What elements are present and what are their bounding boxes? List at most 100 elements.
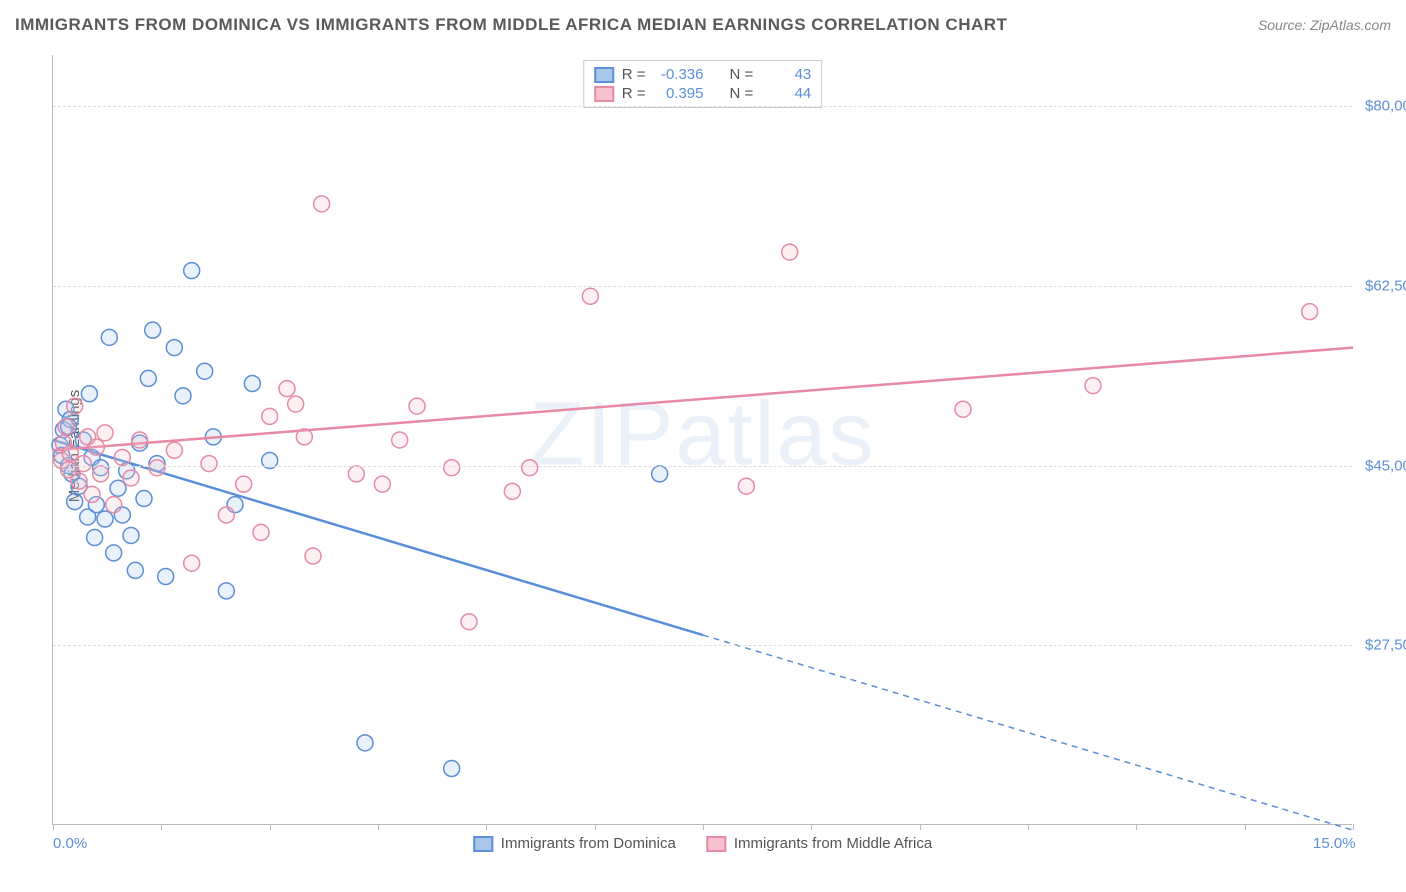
bl-item-0: Immigrants from Dominica xyxy=(473,835,676,852)
point-middle_africa xyxy=(253,524,269,540)
point-middle_africa xyxy=(444,460,460,476)
point-middle_africa xyxy=(305,548,321,564)
point-middle_africa xyxy=(75,456,91,472)
point-dominica xyxy=(184,263,200,279)
gridline-h xyxy=(53,286,1352,287)
point-dominica xyxy=(166,340,182,356)
x-tick xyxy=(1353,824,1354,830)
source-label: Source: ZipAtlas.com xyxy=(1258,17,1391,33)
point-middle_africa xyxy=(522,460,538,476)
x-tick xyxy=(595,824,596,830)
point-middle_africa xyxy=(314,196,330,212)
correlation-legend: R = -0.336 N = 43 R = 0.395 N = 44 xyxy=(583,60,823,108)
y-tick-label: $80,000 xyxy=(1357,98,1406,115)
point-dominica xyxy=(67,494,83,510)
point-middle_africa xyxy=(409,398,425,414)
x-tick xyxy=(703,824,704,830)
point-dominica xyxy=(158,569,174,585)
x-tick-label: 0.0% xyxy=(53,835,87,852)
x-tick xyxy=(161,824,162,830)
trend-line-dash-dominica xyxy=(703,635,1353,830)
point-middle_africa xyxy=(218,507,234,523)
point-dominica xyxy=(244,376,260,392)
point-dominica xyxy=(357,735,373,751)
point-middle_africa xyxy=(236,476,252,492)
point-dominica xyxy=(136,491,152,507)
point-middle_africa xyxy=(201,456,217,472)
point-dominica xyxy=(145,322,161,338)
point-dominica xyxy=(97,511,113,527)
y-tick-label: $62,500 xyxy=(1357,278,1406,295)
point-middle_africa xyxy=(374,476,390,492)
title-bar: IMMIGRANTS FROM DOMINICA VS IMMIGRANTS F… xyxy=(15,15,1391,35)
point-middle_africa xyxy=(782,244,798,260)
point-middle_africa xyxy=(392,432,408,448)
point-middle_africa xyxy=(166,442,182,458)
point-middle_africa xyxy=(106,497,122,513)
point-dominica xyxy=(123,527,139,543)
point-middle_africa xyxy=(1085,378,1101,394)
chart-svg xyxy=(53,55,1352,824)
swatch-1 xyxy=(594,86,614,102)
point-dominica xyxy=(106,545,122,561)
point-middle_africa xyxy=(149,460,165,476)
n-label-0: N = xyxy=(730,66,754,83)
point-dominica xyxy=(140,370,156,386)
bl-label-1: Immigrants from Middle Africa xyxy=(734,835,932,852)
gridline-h xyxy=(53,645,1352,646)
y-tick-label: $45,000 xyxy=(1357,457,1406,474)
point-middle_africa xyxy=(279,381,295,397)
corr-row-0: R = -0.336 N = 43 xyxy=(594,65,812,84)
x-tick xyxy=(920,824,921,830)
x-tick xyxy=(486,824,487,830)
bl-swatch-0 xyxy=(473,836,493,852)
point-middle_africa xyxy=(1302,304,1318,320)
point-dominica xyxy=(81,386,97,402)
x-tick xyxy=(270,824,271,830)
point-dominica xyxy=(127,562,143,578)
point-middle_africa xyxy=(738,478,754,494)
point-middle_africa xyxy=(132,432,148,448)
corr-row-1: R = 0.395 N = 44 xyxy=(594,84,812,103)
point-dominica xyxy=(652,466,668,482)
x-tick xyxy=(378,824,379,830)
point-middle_africa xyxy=(67,398,83,414)
point-middle_africa xyxy=(114,449,130,465)
n-value-0: 43 xyxy=(761,66,811,83)
gridline-h xyxy=(53,106,1352,107)
bottom-legend: Immigrants from Dominica Immigrants from… xyxy=(473,835,932,852)
point-middle_africa xyxy=(123,470,139,486)
bl-label-0: Immigrants from Dominica xyxy=(501,835,676,852)
point-middle_africa xyxy=(955,401,971,417)
point-middle_africa xyxy=(348,466,364,482)
x-tick-label: 15.0% xyxy=(1313,835,1356,852)
point-middle_africa xyxy=(93,466,109,482)
bl-item-1: Immigrants from Middle Africa xyxy=(706,835,932,852)
r-label-1: R = xyxy=(622,85,646,102)
x-tick xyxy=(1245,824,1246,830)
x-tick xyxy=(811,824,812,830)
point-middle_africa xyxy=(84,486,100,502)
point-dominica xyxy=(101,329,117,345)
n-value-1: 44 xyxy=(761,85,811,102)
point-middle_africa xyxy=(184,555,200,571)
point-middle_africa xyxy=(88,439,104,455)
gridline-h xyxy=(53,466,1352,467)
x-tick xyxy=(1136,824,1137,830)
x-tick xyxy=(53,824,54,830)
point-middle_africa xyxy=(582,288,598,304)
y-tick-label: $27,500 xyxy=(1357,637,1406,654)
point-middle_africa xyxy=(71,473,87,489)
point-middle_africa xyxy=(97,425,113,441)
point-middle_africa xyxy=(461,614,477,630)
point-dominica xyxy=(175,388,191,404)
point-dominica xyxy=(87,530,103,546)
point-middle_africa xyxy=(504,483,520,499)
chart-title: IMMIGRANTS FROM DOMINICA VS IMMIGRANTS F… xyxy=(15,15,1007,35)
bl-swatch-1 xyxy=(706,836,726,852)
r-value-0: -0.336 xyxy=(654,66,704,83)
n-label-1: N = xyxy=(730,85,754,102)
point-middle_africa xyxy=(296,429,312,445)
trend-line-middle_africa xyxy=(53,348,1353,451)
x-tick xyxy=(1028,824,1029,830)
